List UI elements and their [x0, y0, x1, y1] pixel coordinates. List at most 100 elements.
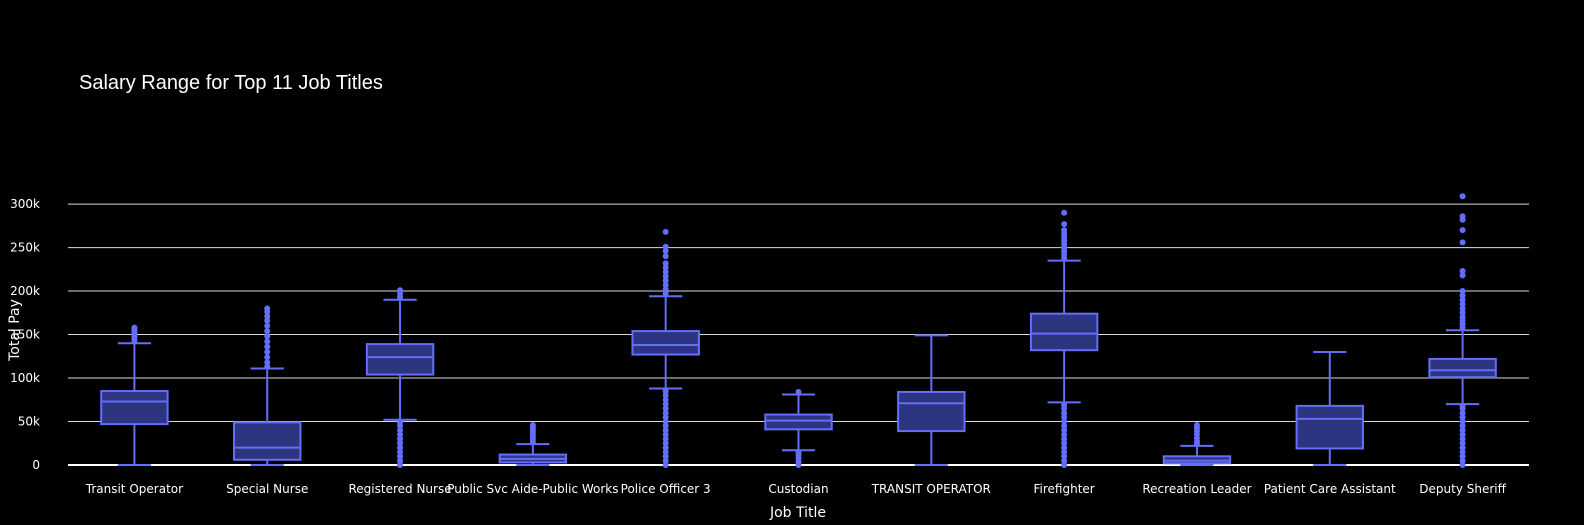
- outlier-point: [662, 260, 669, 267]
- outlier-point: [1459, 435, 1466, 442]
- outlier-point: [662, 277, 669, 284]
- outlier-point: [1459, 227, 1466, 234]
- outlier-point: [1061, 444, 1068, 451]
- x-tick-label: Registered Nurse: [348, 482, 451, 496]
- outlier-point: [1459, 213, 1466, 220]
- box-iqr: [631, 330, 700, 356]
- outlier-point: [1459, 409, 1466, 416]
- outlier-point: [397, 448, 404, 455]
- outlier-point: [1061, 418, 1068, 425]
- outlier-point: [1459, 453, 1466, 460]
- outlier-point: [131, 324, 138, 331]
- outlier-point: [1459, 462, 1466, 468]
- outlier-point: [1459, 431, 1466, 438]
- outlier-point: [662, 427, 669, 434]
- outlier-point: [397, 431, 404, 438]
- outlier-point: [264, 328, 271, 335]
- box-group: [100, 324, 169, 466]
- outlier-point: [662, 290, 669, 297]
- outlier-point: [1459, 414, 1466, 421]
- outlier-point: [662, 409, 669, 416]
- y-tick-label: 150k: [10, 328, 40, 342]
- outlier-point: [397, 462, 404, 468]
- y-tick-label: 300k: [10, 197, 40, 211]
- outlier-point: [1459, 268, 1466, 275]
- outlier-point: [662, 405, 669, 412]
- x-tick-label: Police Officer 3: [621, 482, 711, 496]
- y-tick-label: 250k: [10, 241, 40, 255]
- x-tick-label: Firefighter: [1034, 482, 1095, 496]
- outlier-point: [662, 453, 669, 460]
- outlier-point: [1459, 288, 1466, 295]
- outlier-point: [1459, 272, 1466, 279]
- box-group: [1295, 350, 1364, 466]
- x-tick-label: TRANSIT OPERATOR: [871, 482, 991, 496]
- outlier-point: [397, 435, 404, 442]
- outlier-point: [1193, 421, 1200, 428]
- outlier-point: [662, 457, 669, 464]
- y-tick-label: 50k: [18, 415, 40, 429]
- outlier-point: [1061, 227, 1068, 234]
- outlier-point: [264, 338, 271, 345]
- x-tick-label: Public Svc Aide-Public Works: [447, 482, 618, 496]
- y-tick-label: 200k: [10, 284, 40, 298]
- outlier-point: [397, 419, 404, 426]
- box-iqr: [233, 421, 302, 461]
- outlier-point: [662, 388, 669, 395]
- outlier-point: [1061, 453, 1068, 460]
- outlier-point: [1459, 448, 1466, 455]
- outlier-point: [1459, 444, 1466, 451]
- outlier-point: [1061, 448, 1068, 455]
- outlier-point: [397, 287, 404, 294]
- outlier-point: [264, 322, 271, 329]
- outlier-point: [1459, 239, 1466, 246]
- outlier-point: [397, 457, 404, 464]
- outlier-point: [1061, 409, 1068, 416]
- x-tick-label: Custodian: [768, 482, 828, 496]
- outlier-point: [397, 427, 404, 434]
- outlier-point: [1459, 314, 1466, 321]
- box-iqr: [1029, 312, 1099, 352]
- outlier-point: [662, 286, 669, 293]
- outlier-point: [397, 440, 404, 447]
- outlier-point: [662, 444, 669, 451]
- outlier-point: [1459, 292, 1466, 299]
- outlier-point: [662, 448, 669, 455]
- y-tick-label: 0: [32, 458, 40, 472]
- box-group: [1428, 193, 1497, 468]
- outlier-point: [662, 273, 669, 280]
- outlier-point: [1061, 209, 1068, 216]
- outlier-point: [264, 363, 271, 370]
- outlier-point: [1459, 422, 1466, 429]
- y-axis-title: Total Pay: [7, 299, 23, 362]
- x-tick-label: Transit Operator: [85, 482, 183, 496]
- outlier-point: [795, 388, 802, 395]
- box-group: [631, 228, 700, 468]
- box-iqr: [897, 390, 966, 433]
- box-group: [1029, 209, 1099, 468]
- box-group: [233, 305, 302, 466]
- box-iqr: [1428, 357, 1497, 379]
- outlier-point: [662, 422, 669, 429]
- outlier-point: [397, 453, 404, 460]
- outlier-point: [264, 313, 271, 320]
- outlier-point: [1459, 402, 1466, 409]
- y-tick-label: 100k: [10, 371, 40, 385]
- outlier-point: [662, 396, 669, 403]
- outlier-point: [1459, 301, 1466, 308]
- x-tick-label: Deputy Sheriff: [1419, 482, 1506, 496]
- outlier-point: [264, 354, 271, 361]
- outlier-point: [1459, 193, 1466, 200]
- outlier-point: [264, 348, 271, 355]
- box-layer: [100, 193, 1497, 468]
- outlier-point: [1061, 401, 1068, 408]
- y-axis-ticks: 0 50k 100k 150k 200k 250k 300k: [10, 197, 40, 472]
- box-group: [1162, 421, 1232, 466]
- outlier-point: [662, 248, 669, 255]
- outlier-point: [662, 243, 669, 250]
- outlier-point: [1061, 435, 1068, 442]
- outlier-point: [264, 317, 271, 324]
- outlier-point: [397, 444, 404, 451]
- outlier-point: [662, 268, 669, 275]
